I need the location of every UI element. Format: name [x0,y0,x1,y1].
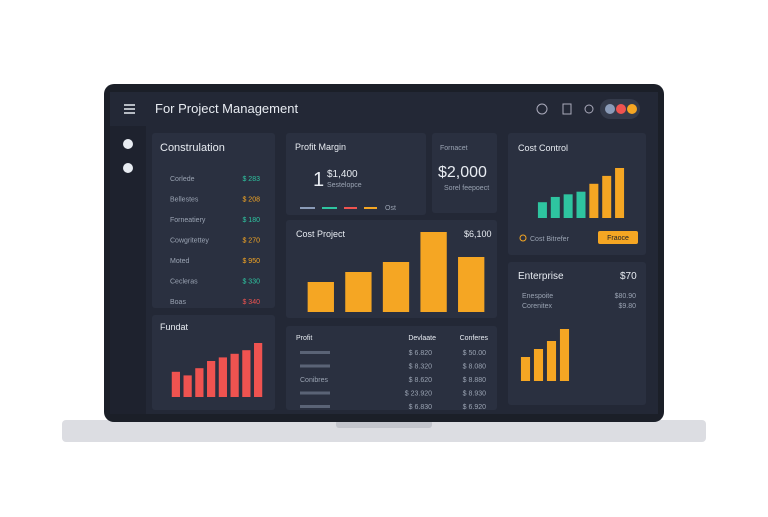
row-value: $ 950 [242,258,260,265]
bar [345,272,372,312]
bar [602,175,612,218]
bar [550,196,560,218]
row-label: Boas [170,299,186,306]
row-label: Conibres [300,377,329,384]
table-header: Devlaate [408,335,436,342]
row-label: Moted [170,258,190,265]
card [432,133,497,213]
table-cell: $ 6.920 [463,404,486,411]
row-placeholder [300,351,330,354]
bar [589,183,599,218]
row-value: $ 180 [242,217,260,224]
icon[interactable] [562,103,572,115]
panel-title: Cost Project [296,229,346,239]
table-cell: $ 8.880 [463,377,486,384]
panel [152,133,275,308]
bar [458,257,485,312]
big-number: 1 [313,169,324,191]
panel-title: Cost Control [518,143,568,153]
legend-marker [519,234,527,242]
panel-title: Profit Margin [295,142,346,152]
bar [307,282,334,312]
panel-value: $70 [620,271,637,282]
table-cell: $ 6.820 [409,350,432,357]
bar [242,350,251,397]
panel-value: $6,100 [464,229,492,239]
table-cell: $ 50.00 [463,350,486,357]
panel [286,133,426,215]
bar [537,202,547,218]
button[interactable] [598,231,638,244]
legend: Ost [385,205,396,212]
table-cell: $ 6.830 [409,404,432,411]
row-label: Forneatiery [170,217,206,224]
value: $1,400 [327,169,358,180]
panel [508,262,646,405]
row-label: Cowgritettey [170,238,209,245]
bar [533,349,544,381]
row-label: Corenitex [522,303,552,310]
row-label: Cecleras [170,279,198,286]
row-value: $ 208 [242,197,260,204]
table-cell: $ 8.930 [463,391,486,398]
nav-icon[interactable] [123,163,133,173]
row-label: Enespoite [522,293,553,300]
card-label: Fornacet [440,145,468,152]
table-cell: $ 8.620 [409,377,432,384]
bar [546,341,557,381]
bar [615,168,625,218]
card-value: $2,000 [438,164,487,181]
nav-icon[interactable] [123,139,133,149]
bar [171,371,180,397]
button-label[interactable]: Fraoce [607,235,629,242]
row-label: Bellestes [170,197,199,204]
table-cell: $ 8.320 [409,364,432,371]
icon[interactable] [584,104,594,114]
bar [195,368,204,397]
row-value: $ 270 [242,238,260,245]
row-value: $80.90 [615,293,637,300]
sidebar [110,126,146,414]
legend: Cost Bitrefer [530,236,570,243]
table-panel [286,326,497,410]
bar [576,191,586,218]
bar [218,357,227,397]
row-value: $9.80 [618,303,636,310]
bar [230,353,239,397]
panel-title: Fundat [160,322,189,332]
card-caption: Sorel feepoect [444,185,489,192]
row-value: $ 330 [242,279,260,286]
bar [420,232,447,312]
laptop-base [62,420,706,442]
app-title: For Project Management [155,101,298,116]
bar [207,361,216,397]
bar [520,357,531,381]
bar [183,375,192,397]
row-value: $ 283 [242,176,260,183]
table-header: Conferes [460,335,489,342]
menu-icon[interactable] [124,104,135,114]
panel-title: Construlation [160,142,225,154]
table-header: Profit [296,335,312,342]
panel-title: Enterprise [518,271,564,282]
table-cell: $ 23.920 [405,391,432,398]
bar [559,329,570,381]
row-placeholder [300,391,330,395]
row-placeholder [300,405,330,408]
bar [563,194,573,218]
row-label: Corlede [170,176,195,183]
row-placeholder [300,364,330,368]
bar [382,262,410,312]
table-cell: $ 8.080 [463,364,486,371]
caption: Sestelopce [327,182,362,189]
bar [254,343,263,397]
row-value: $ 340 [242,299,260,306]
search-icon[interactable] [536,103,548,115]
